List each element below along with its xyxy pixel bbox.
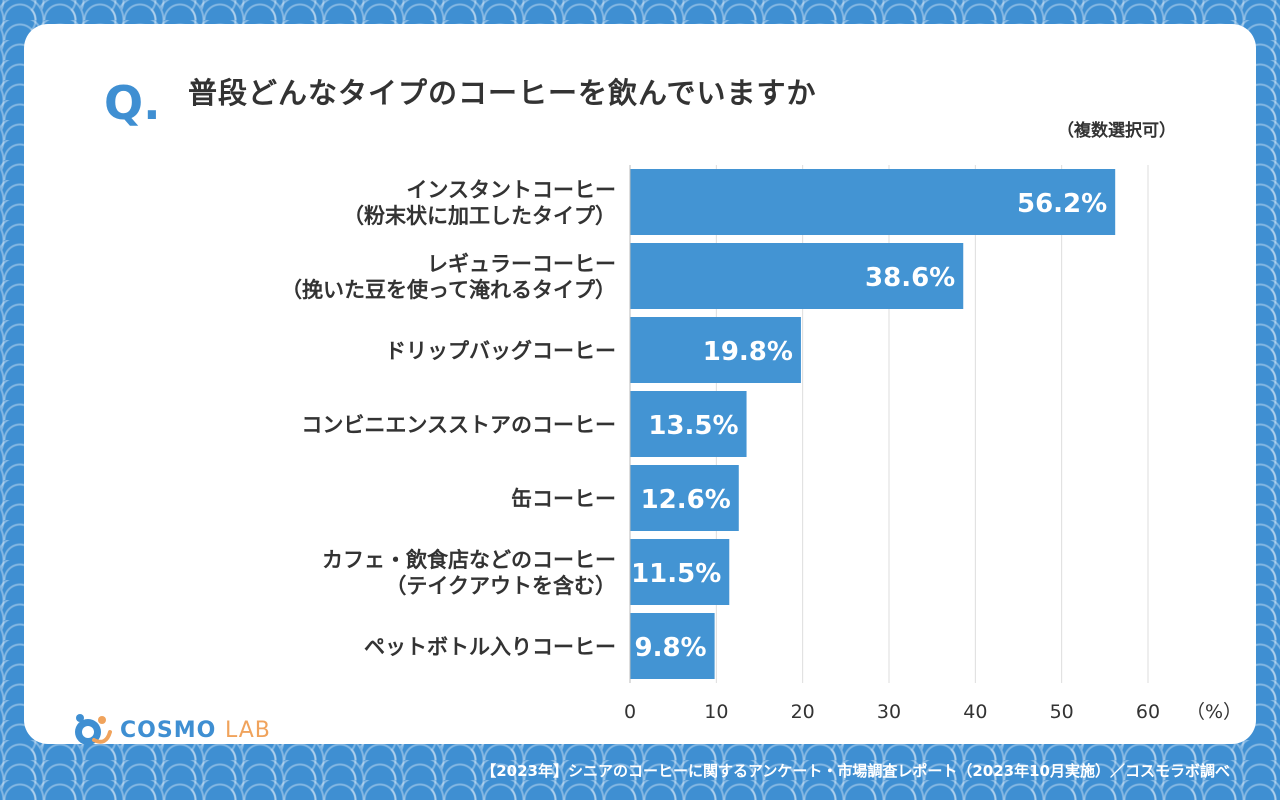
category-label: コンビニエンスストアのコーヒー	[301, 413, 616, 437]
category-label: レギュラーコーヒー	[427, 252, 616, 276]
x-tick-label: 30	[877, 701, 901, 723]
category-label: カフェ・飲食店などのコーヒー	[322, 548, 616, 572]
bar-value-label: 11.5%	[631, 559, 721, 589]
bar-value-label: 38.6%	[865, 263, 955, 293]
question-mark: Q.	[104, 76, 161, 130]
category-label: ペットボトル入りコーヒー	[364, 635, 616, 659]
category-label: （粉末状に加工したタイプ）	[343, 204, 616, 228]
x-tick-label: 50	[1050, 701, 1074, 723]
cosmo-lab-logo: COSMO LAB	[72, 712, 271, 748]
bar-value-label: 56.2%	[1017, 189, 1107, 219]
bar-chart: 0 10 20 30 40 50 60 （%） 56.2% インスタントコーヒー（粉末状に加工した…	[281, 165, 1242, 723]
bar	[630, 613, 715, 679]
bar	[630, 539, 730, 605]
x-tick-label: 0	[624, 701, 636, 723]
bar-value-label: 19.8%	[703, 337, 793, 367]
footer-source: 【2023年】シニアのコーヒーに関するアンケート・市場調査レポート（2023年1…	[481, 762, 1230, 780]
multiple-choice-note: （複数選択可）	[1057, 121, 1176, 141]
bar	[630, 317, 801, 383]
category-label: （挽いた豆を使って淹れるタイプ）	[281, 278, 616, 302]
x-tick-label: 60	[1136, 701, 1160, 723]
bar	[630, 391, 747, 457]
bar-value-label: 12.6%	[641, 485, 731, 515]
x-tick-label: 40	[963, 701, 987, 723]
x-unit-label: （%）	[1186, 701, 1242, 723]
chart-card: Q. 普段どんなタイプのコーヒーを飲んでいますか （複数選択可） 0 10 20 30…	[24, 24, 1256, 745]
logo-text-sub: LAB	[224, 717, 271, 743]
logo-text-main: COSMO	[120, 717, 217, 743]
bar	[630, 169, 1116, 235]
category-label: インスタントコーヒー	[406, 178, 616, 202]
bar	[630, 243, 964, 309]
x-tick-label: 10	[704, 701, 728, 723]
category-label: （テイクアウトを含む）	[385, 574, 616, 598]
logo-icon	[75, 714, 112, 745]
category-label: ドリップバッグコーヒー	[385, 339, 616, 363]
chart-title: 普段どんなタイプのコーヒーを飲んでいますか	[188, 76, 817, 110]
bar-value-label: 9.8%	[634, 633, 706, 663]
logo-text: COSMO LAB	[120, 718, 271, 743]
category-label: 缶コーヒー	[511, 487, 616, 511]
bar	[630, 465, 739, 531]
x-tick-label: 20	[791, 701, 815, 723]
bar-value-label: 13.5%	[648, 411, 738, 441]
